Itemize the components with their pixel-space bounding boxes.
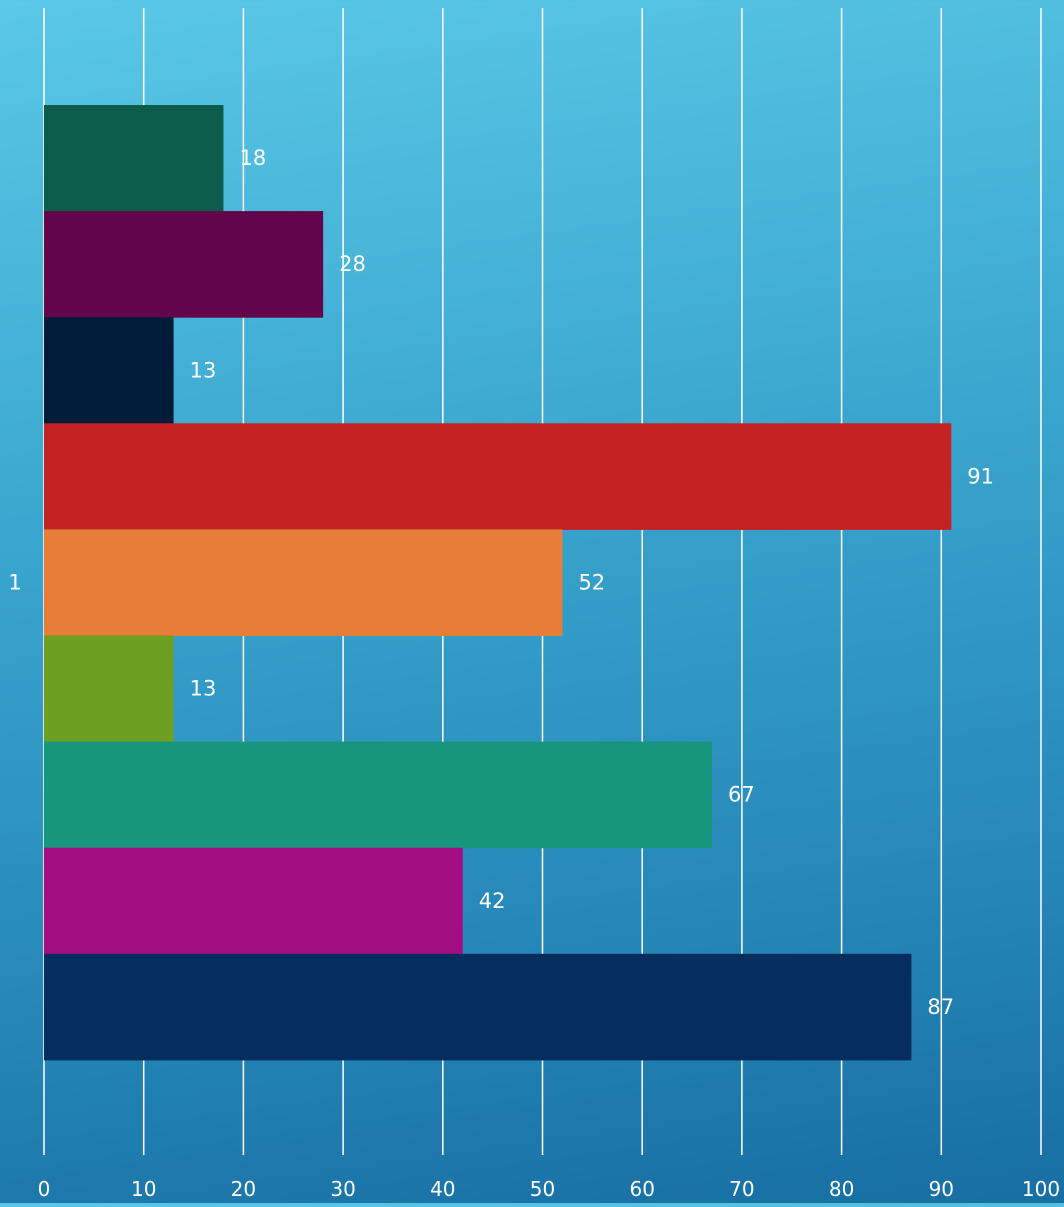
x-tick-label: 10 (131, 1177, 156, 1201)
x-tick-label: 0 (38, 1177, 51, 1201)
x-tick-label: 40 (430, 1177, 455, 1201)
data-label: 18 (239, 146, 266, 170)
bar (44, 635, 174, 743)
y-category-label: 1 (8, 570, 21, 594)
data-label: 87 (927, 995, 954, 1019)
x-tick-label: 90 (929, 1177, 954, 1201)
bar (44, 847, 463, 955)
x-tick-label: 20 (231, 1177, 256, 1201)
data-label: 42 (479, 889, 506, 913)
bar (44, 317, 174, 424)
bar (44, 741, 712, 849)
data-label: 13 (190, 358, 217, 382)
data-label: 28 (339, 252, 366, 276)
x-tick-label: 80 (829, 1177, 854, 1201)
data-label: 52 (578, 570, 605, 594)
bar (44, 423, 952, 530)
data-label: 91 (967, 464, 994, 488)
data-labels: 18 28 13 91 52 13 67 42 87 (190, 146, 994, 1019)
bar (44, 953, 912, 1061)
x-tick-label: 50 (530, 1177, 555, 1201)
bars (44, 105, 952, 1061)
bar (44, 211, 324, 318)
y-axis-categories: 1 (8, 570, 21, 594)
x-axis-ticks: 0 10 20 30 40 50 60 70 80 90 100 (38, 1177, 1060, 1201)
bar (44, 529, 563, 636)
data-label: 13 (190, 677, 217, 701)
x-tick-label: 100 (1022, 1177, 1060, 1201)
x-tick-label: 30 (330, 1177, 355, 1201)
data-label: 67 (728, 783, 755, 807)
bar (44, 105, 224, 212)
x-tick-label: 70 (729, 1177, 754, 1201)
x-tick-label: 60 (629, 1177, 654, 1201)
